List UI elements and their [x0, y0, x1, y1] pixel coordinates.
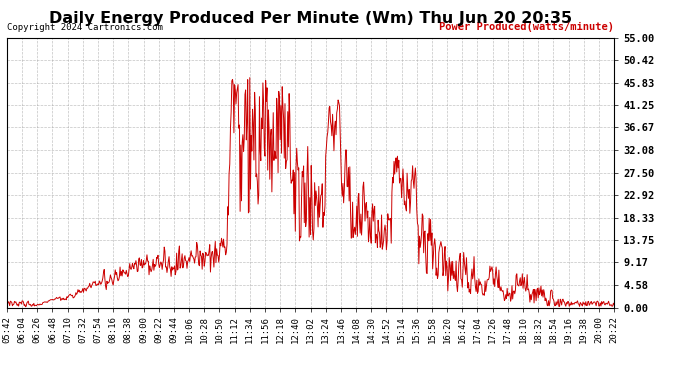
- Text: Copyright 2024 Cartronics.com: Copyright 2024 Cartronics.com: [7, 23, 163, 32]
- Text: Power Produced(watts/minute): Power Produced(watts/minute): [439, 22, 614, 32]
- Text: Daily Energy Produced Per Minute (Wm) Thu Jun 20 20:35: Daily Energy Produced Per Minute (Wm) Th…: [49, 11, 572, 26]
